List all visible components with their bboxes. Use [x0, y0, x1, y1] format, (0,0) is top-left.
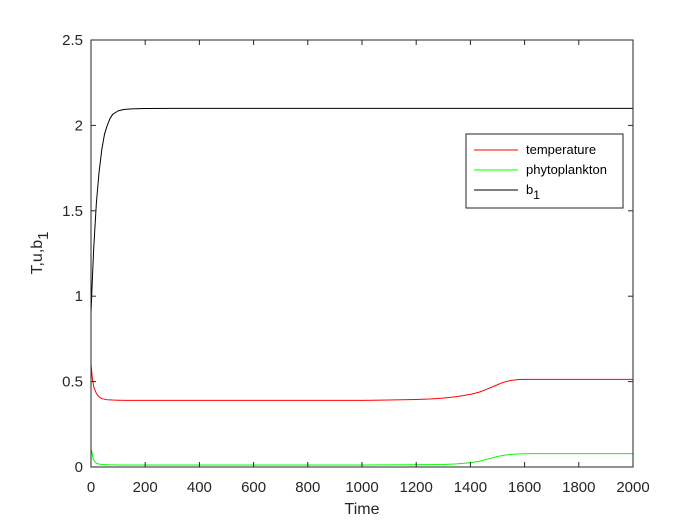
legend: temperature phytoplankton b1	[465, 133, 624, 209]
y-tick-label: 2	[75, 117, 83, 134]
y-tick-label: 2.5	[62, 32, 83, 49]
series-line-temperature	[90, 364, 633, 401]
x-tick-label: 2000	[616, 479, 649, 496]
x-axis-label: Time	[345, 501, 380, 518]
legend-label-temperature: temperature	[526, 142, 596, 157]
plot-area	[91, 40, 633, 467]
series-line-b1	[90, 107, 633, 314]
y-axis-label: T,u,b1	[29, 231, 52, 274]
x-tick-label: 1000	[345, 479, 378, 496]
y-tick-label: 1	[75, 288, 83, 305]
x-tick-label: 0	[87, 479, 95, 496]
legend-label-b1: b1	[526, 182, 540, 202]
y-axis-label-base: T,u,b	[29, 240, 46, 275]
legend-label-phytoplankton: phytoplankton	[526, 162, 607, 177]
x-tick-label: 400	[187, 479, 212, 496]
x-tick-label: 1600	[508, 479, 541, 496]
y-tick-label: 0.5	[62, 374, 83, 391]
plot-background	[91, 40, 633, 467]
plot-box	[90, 39, 634, 468]
x-tick-label: 1200	[400, 479, 433, 496]
y-tick-label: 0	[75, 459, 83, 476]
x-tick-label: 200	[133, 479, 158, 496]
y-axis-label-subscript: 1	[35, 231, 52, 239]
x-tick-label: 800	[295, 479, 320, 496]
y-tick-label: 1.5	[62, 203, 83, 220]
x-tick-label: 600	[241, 479, 266, 496]
legend-box	[465, 133, 624, 209]
x-tick-label: 1800	[562, 479, 595, 496]
ticks-layer: 0 200 400 600 800 1000 1200 1400 1600 1800 2000 0 0.…	[62, 32, 650, 496]
x-tick-label: 1400	[454, 479, 487, 496]
